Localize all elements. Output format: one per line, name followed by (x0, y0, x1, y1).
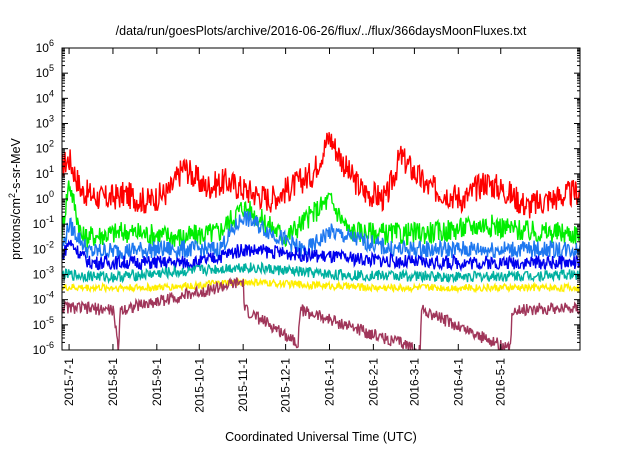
chart-title: /data/run/goesPlots/archive/2016-06-26/f… (116, 24, 527, 38)
y-tick-label: 100 (36, 189, 54, 206)
x-tick-label: 2015-10-1 (192, 358, 206, 413)
y-axis: 10-6 10-5 10-4 10-3 10-2 10-1 100 101 102 103 104 1… (33, 38, 580, 357)
series-line-5 (62, 261, 580, 285)
y-tick-label: 10-2 (33, 239, 54, 256)
series-line-4 (62, 239, 580, 273)
y-tick-label: 10-6 (33, 340, 54, 357)
x-tick-label: 2015-7-1 (62, 358, 76, 406)
x-tick-label: 2016-3-1 (407, 358, 421, 406)
y-tick-label: 106 (36, 38, 54, 55)
x-tick-label: 2015-9-1 (150, 358, 164, 406)
y-tick-label: 103 (36, 114, 54, 131)
y-tick-label: 10-5 (33, 315, 54, 332)
y-tick-label: 104 (36, 88, 54, 105)
x-tick-label: 2015-12-1 (279, 358, 293, 413)
x-tick-label: 2016-1-1 (322, 358, 336, 406)
y-tick-label: 10-3 (33, 265, 54, 282)
series-line-1 (62, 132, 580, 219)
series-line-3 (62, 210, 580, 260)
y-tick-label: 105 (36, 63, 54, 80)
y-axis-label: protons/cm2-s-sr-MeV (7, 137, 23, 259)
y-tick-label: 10-1 (33, 214, 54, 231)
x-tick-label: 2016-4-1 (451, 358, 465, 406)
y-tick-label: 102 (36, 139, 54, 156)
x-axis: 2015-7-1 2015-8-1 2015-9-1 2015-10-1 2015-11… (62, 48, 508, 413)
x-axis-label: Coordinated Universal Time (UTC) (225, 430, 417, 444)
x-tick-label: 2015-8-1 (106, 358, 120, 406)
x-tick-label: 2016-5-1 (494, 358, 508, 406)
y-tick-label: 101 (36, 164, 54, 181)
x-tick-label: 2016-2-1 (366, 358, 380, 406)
x-tick-label: 2015-11-1 (236, 358, 250, 412)
y-tick-label: 10-4 (33, 290, 54, 307)
series-line-7 (62, 277, 580, 350)
